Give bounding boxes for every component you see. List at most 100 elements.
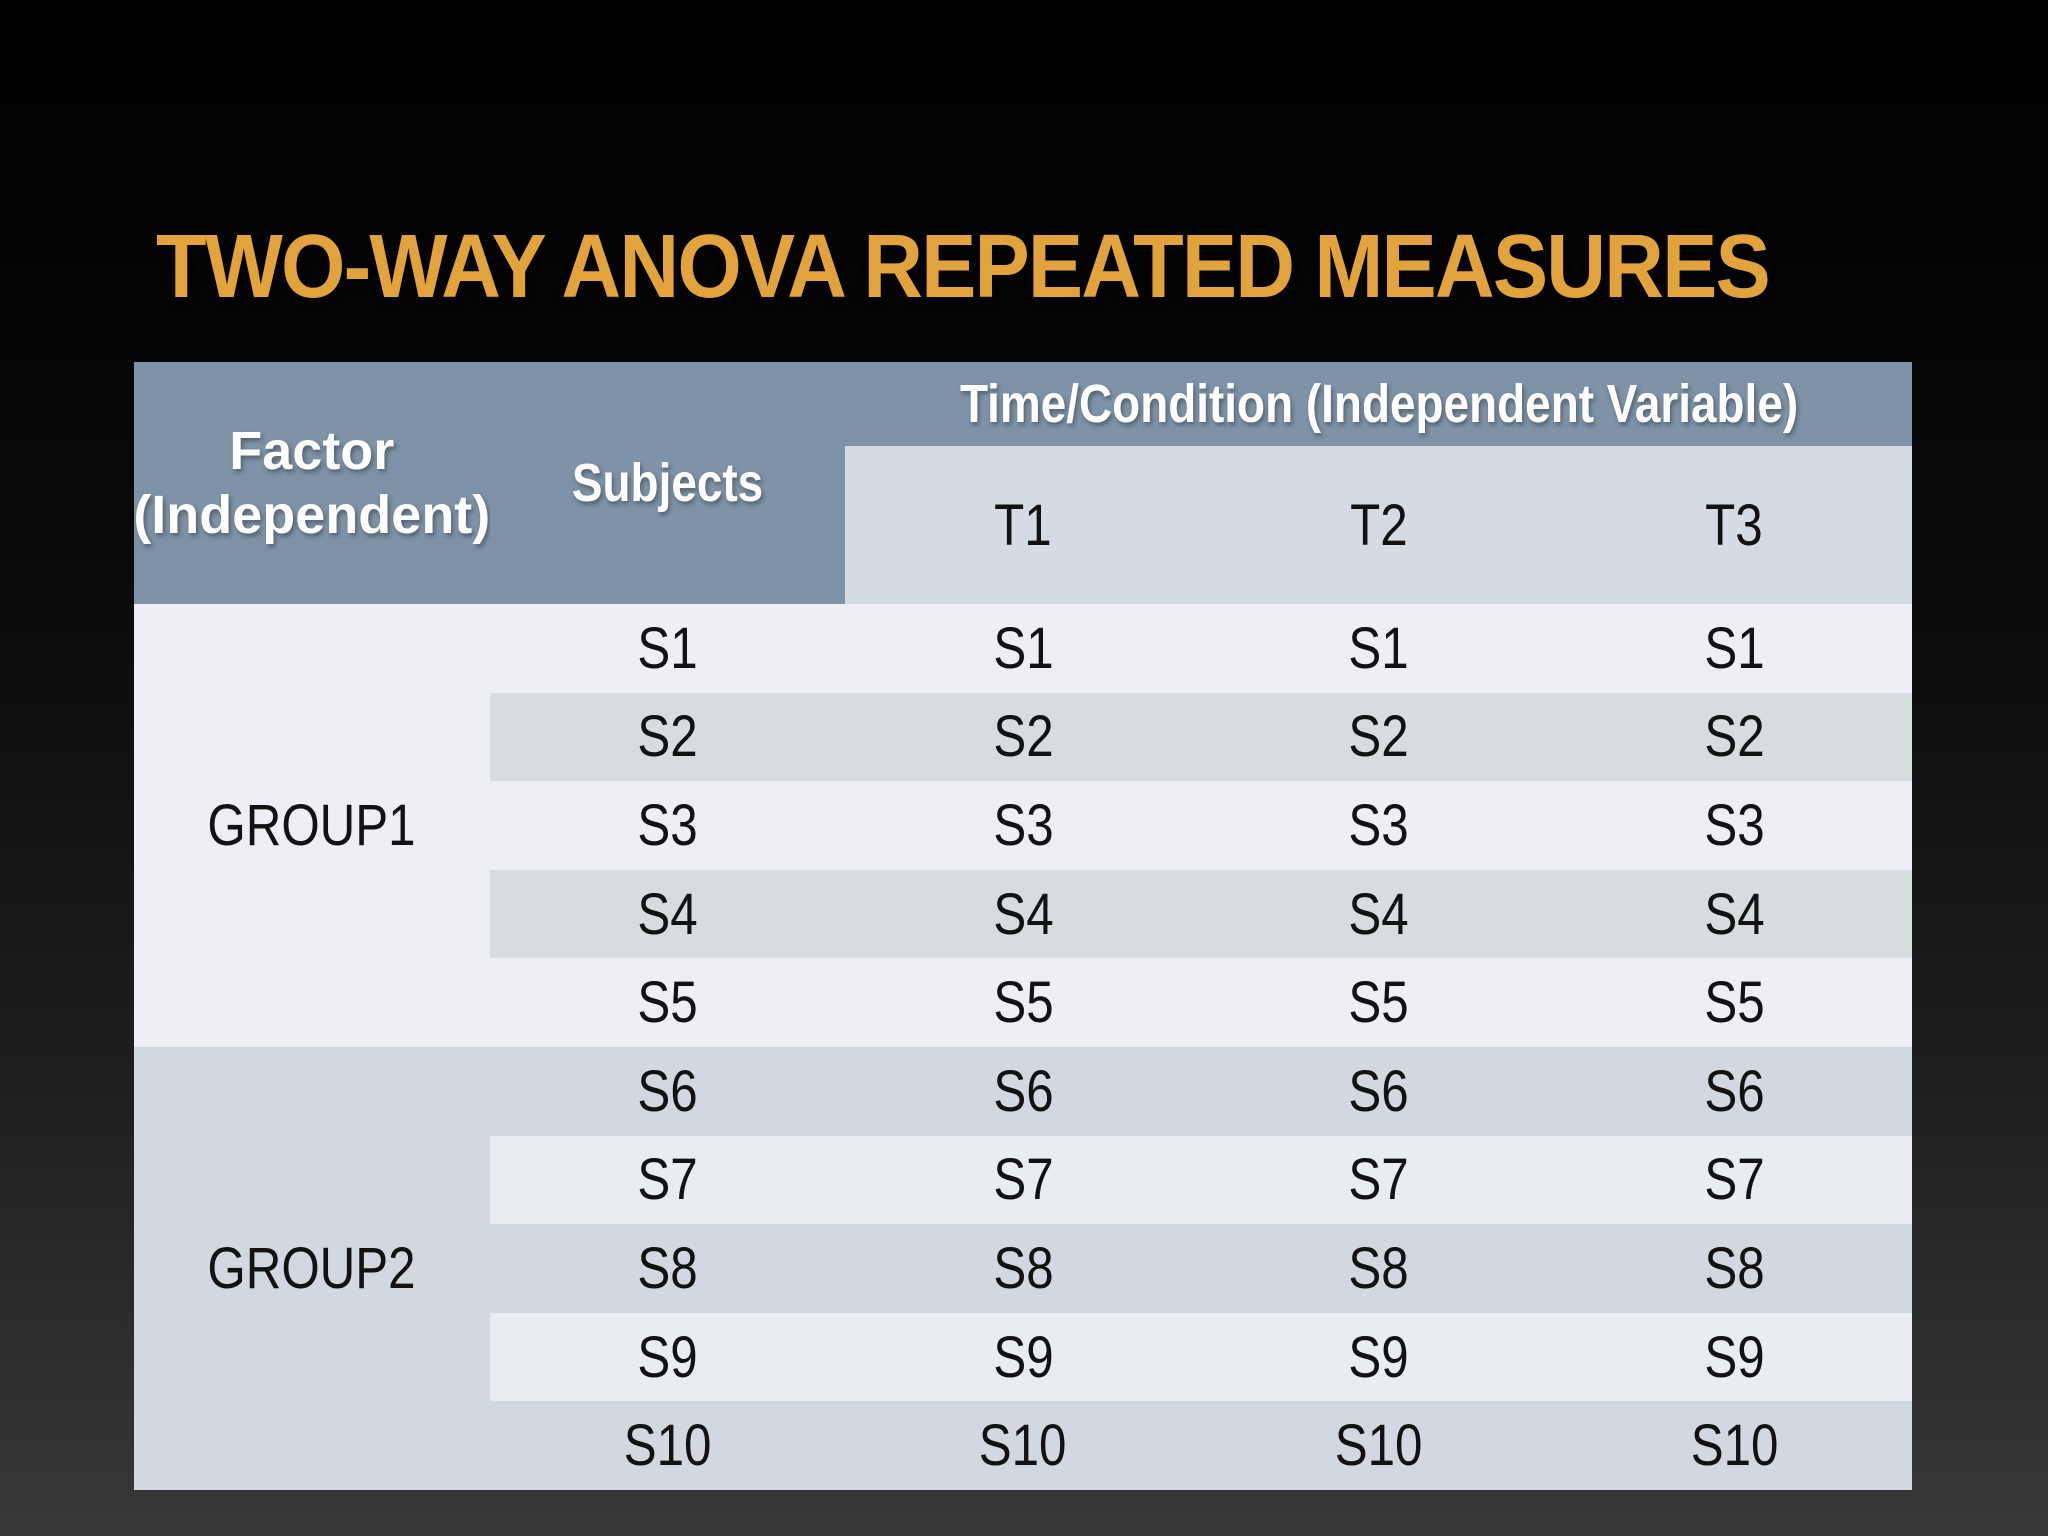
- table-cell: S6: [490, 1047, 846, 1136]
- table-cell-label: S4: [637, 881, 698, 947]
- table-cell: S3: [1201, 781, 1557, 870]
- table-cell-label: S5: [1704, 970, 1765, 1036]
- table-cell: S9: [1556, 1313, 1912, 1402]
- table-cell: S5: [490, 958, 846, 1047]
- table-cell: S9: [1201, 1313, 1557, 1402]
- table-cell-label: S4: [1704, 881, 1765, 947]
- table-body-rows: S1 S1 S1 S1 S2 S2 S2 S2 S3 S3 S3 S3 S4 S4 S4 S4 S5 S5 S5 S5…: [489, 604, 1912, 1490]
- table-cell-label: S10: [623, 1413, 712, 1479]
- table-cell-label: S1: [992, 615, 1054, 681]
- table-cell: S7: [845, 1136, 1201, 1225]
- table-cell-label: S3: [1348, 792, 1409, 858]
- table-cell-label: S4: [1348, 881, 1409, 947]
- header-t3: T3: [1556, 446, 1912, 604]
- header-t3-label: T3: [1705, 492, 1763, 558]
- table-cell: S1: [1201, 604, 1557, 693]
- table-cell-label: S7: [992, 1147, 1054, 1213]
- table-cell: S1: [1556, 604, 1912, 693]
- table-cell: S4: [845, 870, 1201, 959]
- header-t1: T1: [845, 446, 1201, 604]
- table-cell: S3: [845, 781, 1201, 870]
- table-cell: S10: [490, 1401, 846, 1490]
- table-cell-label: S2: [1704, 704, 1765, 770]
- table-cell-label: S2: [1348, 704, 1409, 770]
- table-cell-label: S6: [637, 1058, 698, 1124]
- table-cell: S2: [1556, 693, 1912, 782]
- table-cell-label: S9: [992, 1324, 1054, 1390]
- table-cell-label: S5: [637, 970, 698, 1036]
- table-row: S5 S5 S5 S5: [489, 958, 1912, 1047]
- table-cell-label: S7: [1704, 1147, 1765, 1213]
- table-row: S3 S3 S3 S3: [489, 781, 1912, 870]
- table-cell: S8: [1201, 1224, 1557, 1313]
- table-cell-label: S4: [992, 881, 1054, 947]
- table-cell-label: S6: [1348, 1058, 1409, 1124]
- header-factor-lines: Factor (Independent): [133, 419, 490, 547]
- table-row: S4 S4 S4 S4: [489, 869, 1912, 959]
- table-cell: S9: [490, 1313, 846, 1402]
- table-cell: S10: [1556, 1401, 1912, 1490]
- table-cell-label: S9: [1348, 1324, 1409, 1390]
- table-cell: S9: [845, 1313, 1201, 1402]
- table-row: S7 S7 S7 S7: [489, 1135, 1912, 1225]
- header-subjects: Subjects: [489, 362, 846, 604]
- table-cell: S6: [1201, 1047, 1557, 1136]
- table-cell: S7: [490, 1136, 846, 1225]
- table-cell-label: S6: [1704, 1058, 1765, 1124]
- table-cell: S5: [1556, 958, 1912, 1047]
- table-cell-label: S10: [1690, 1413, 1779, 1479]
- group2-cell: GROUP2: [134, 1047, 490, 1490]
- table-cell: S8: [845, 1224, 1201, 1313]
- table-cell: S10: [845, 1401, 1201, 1490]
- table-cell: S4: [490, 870, 846, 959]
- table-row: S2 S2 S2 S2: [489, 692, 1912, 782]
- table-row: S8 S8 S8 S8: [489, 1224, 1912, 1313]
- table-cell: S1: [490, 604, 846, 693]
- table-cell-label: S8: [637, 1235, 698, 1301]
- table-cell: S5: [1201, 958, 1557, 1047]
- header-factor-line2: (Independent): [133, 485, 491, 545]
- table-cell: S10: [1201, 1401, 1557, 1490]
- header-factor: Factor (Independent): [133, 362, 490, 604]
- table-cell-label: S1: [1704, 615, 1765, 681]
- table-row: S1 S1 S1 S1: [489, 604, 1912, 693]
- table-cell: S2: [490, 693, 846, 782]
- table-cell: S7: [1556, 1136, 1912, 1225]
- table-cell: S3: [1556, 781, 1912, 870]
- table-row: S9 S9 S9 S9: [489, 1312, 1912, 1402]
- table-cell-label: S2: [637, 704, 698, 770]
- table-row: S10 S10 S10 S10: [489, 1401, 1912, 1490]
- table-cell-label: S3: [992, 792, 1054, 858]
- header-t1-label: T1: [994, 492, 1052, 558]
- table-cell: S2: [1201, 693, 1557, 782]
- group2-label: GROUP2: [207, 1236, 416, 1301]
- table-cell: S8: [1556, 1224, 1912, 1313]
- table-cell: S8: [490, 1224, 846, 1313]
- header-t2-label: T2: [1349, 492, 1408, 558]
- table-cell: S1: [845, 604, 1201, 693]
- group1-label: GROUP1: [207, 793, 416, 858]
- table-cell-label: S8: [992, 1235, 1054, 1301]
- table-cell-label: S7: [637, 1147, 698, 1213]
- table-cell-label: S5: [992, 970, 1054, 1036]
- header-time-condition-label: Time/Condition (Independent Variable): [959, 374, 1798, 434]
- table-cell-label: S3: [1704, 792, 1765, 858]
- table-cell: S7: [1201, 1136, 1557, 1225]
- subheader-time-columns: T1 T2 T3: [845, 446, 1912, 604]
- table-cell-label: S10: [979, 1413, 1067, 1479]
- anova-table: Factor (Independent) Subjects Time/Condi…: [133, 362, 1912, 1490]
- table-cell: S4: [1201, 870, 1557, 959]
- table-cell-label: S3: [637, 792, 698, 858]
- table-cell-label: S8: [1704, 1235, 1765, 1301]
- table-cell-label: S8: [1348, 1235, 1409, 1301]
- header-subjects-label: Subjects: [571, 453, 764, 513]
- table-cell-label: S1: [1348, 615, 1409, 681]
- slide-title: TWO-WAY ANOVA REPEATED MEASURES: [156, 217, 1771, 317]
- table-cell-label: S6: [992, 1058, 1054, 1124]
- group1-cell: GROUP1: [134, 604, 490, 1047]
- header-factor-line1: Factor: [229, 421, 395, 481]
- header-t2: T2: [1201, 446, 1557, 604]
- table-cell-label: S5: [1348, 970, 1409, 1036]
- table-cell-label: S7: [1348, 1147, 1409, 1213]
